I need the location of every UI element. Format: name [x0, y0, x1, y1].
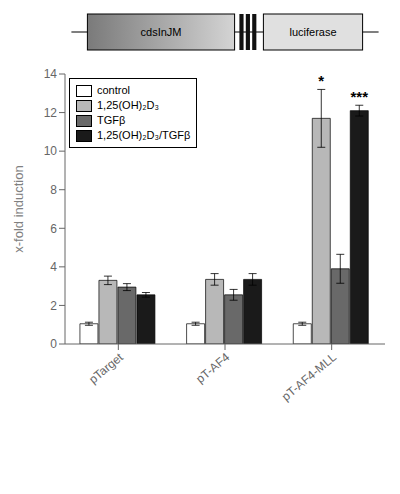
- svg-text:12: 12: [44, 106, 58, 120]
- svg-text:cdsInJM: cdsInJM: [141, 26, 182, 38]
- svg-text:10: 10: [44, 144, 58, 158]
- html-text:1,25(OH)₂D₃/TGFβ: 1,25(OH)₂D₃/TGFβ: [97, 129, 191, 141]
- svg-text:4: 4: [50, 260, 57, 274]
- html-text:1,25(OH)₂D₃: 1,25(OH)₂D₃: [97, 99, 159, 111]
- svg-text:0: 0: [50, 337, 57, 351]
- svg-text:x-fold induction: x-fold induction: [11, 165, 26, 252]
- svg-text:14: 14: [44, 67, 58, 81]
- html-text:TGFβ: TGFβ: [97, 114, 126, 126]
- svg-text:8: 8: [50, 183, 57, 197]
- svg-text:6: 6: [50, 222, 57, 236]
- svg-text:luciferase: luciferase: [289, 26, 336, 38]
- svg-text:pT-AF4: pT-AF4: [193, 350, 232, 386]
- svg-text:pTarget: pTarget: [86, 350, 126, 387]
- svg-text:*: *: [318, 72, 324, 89]
- html-text:control: control: [97, 84, 130, 96]
- svg-text:pT-AF4-MLL: pT-AF4-MLL: [279, 350, 339, 404]
- svg-text:***: ***: [351, 88, 369, 105]
- svg-text:2: 2: [50, 299, 57, 313]
